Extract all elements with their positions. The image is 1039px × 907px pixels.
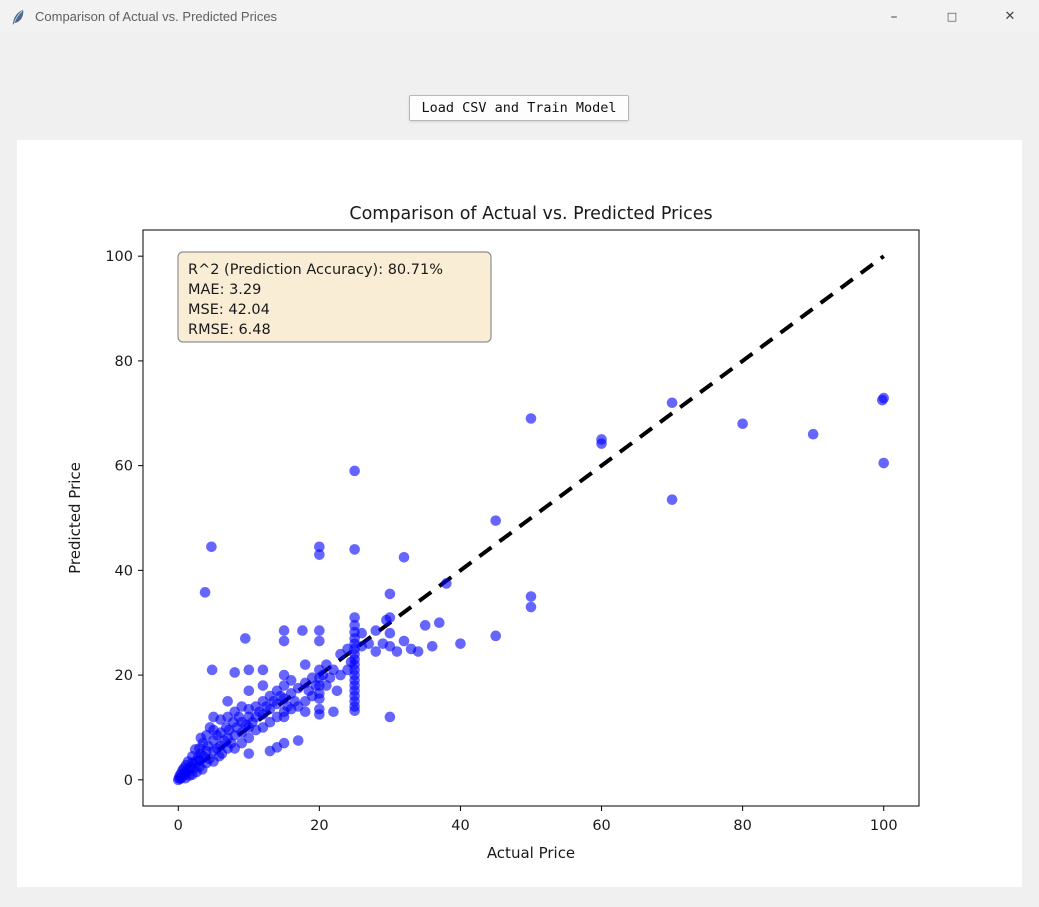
python-feather-icon[interactable]: [10, 9, 26, 25]
y-tick-label: 0: [124, 773, 133, 789]
minimize-button[interactable]: –: [890, 8, 898, 25]
load-csv-train-button[interactable]: Load CSV and Train Model: [409, 95, 629, 121]
x-tick-label: 100: [870, 818, 898, 834]
annotation-line: RMSE: 6.48: [188, 322, 271, 338]
y-tick-label: 60: [115, 459, 133, 475]
close-button[interactable]: ✕: [1004, 9, 1016, 24]
maximize-button[interactable]: □: [946, 10, 958, 23]
y-tick-label: 20: [115, 668, 133, 684]
scatter-points: [172, 392, 890, 786]
annotation-line: MSE: 42.04: [188, 302, 270, 318]
titlebar[interactable]: Comparison of Actual vs. Predicted Price…: [0, 0, 1039, 33]
y-tick-label: 100: [105, 249, 133, 265]
x-tick-label: 20: [310, 818, 328, 834]
annotation-line: R^2 (Prediction Accuracy): 80.71%: [188, 262, 443, 278]
figure-canvas: 0 20 40 60 80 100 0 20 40 60 80 100 R^2 (Prediction…: [17, 140, 1022, 887]
chart: 0 20 40 60 80 100 0 20 40 60 80 100 R^2 (Prediction…: [66, 204, 920, 862]
window-title: Comparison of Actual vs. Predicted Price…: [35, 9, 278, 24]
x-tick-label: 60: [592, 818, 610, 834]
chart-title: Comparison of Actual vs. Predicted Price…: [349, 204, 712, 224]
x-axis-label: Actual Price: [487, 844, 575, 862]
annotation-box: R^2 (Prediction Accuracy): 80.71% MAE: 3.…: [177, 251, 492, 343]
x-tick-label: 0: [174, 818, 183, 834]
toolbar: Load CSV and Train Model: [0, 33, 1039, 140]
y-axis-label: Predicted Price: [66, 462, 84, 574]
window-controls: – □ ✕: [865, 0, 1039, 33]
y-tick-label: 80: [115, 354, 133, 370]
annotation-line: MAE: 3.29: [188, 282, 261, 298]
identity-line: [177, 254, 885, 782]
y-tick-label: 40: [115, 563, 133, 579]
x-tick-label: 40: [451, 818, 469, 834]
axis-ticks: 0 20 40 60 80 100 0 20 40 60 80 100: [105, 249, 897, 834]
x-tick-label: 80: [733, 818, 751, 834]
